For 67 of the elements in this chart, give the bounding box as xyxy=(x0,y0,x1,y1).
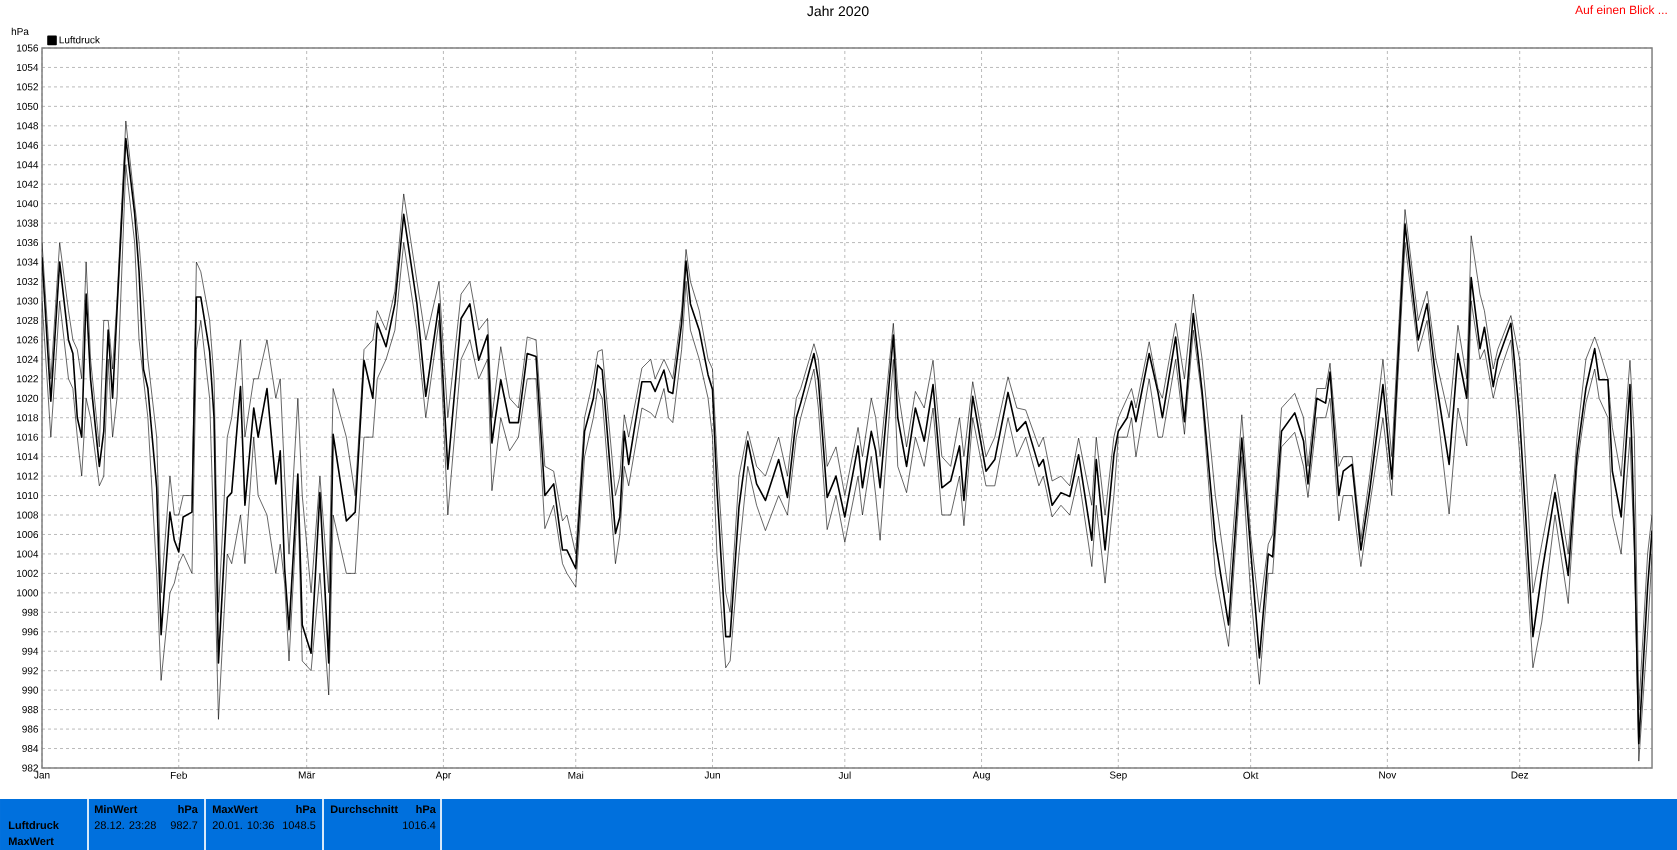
y-tick-label: 998 xyxy=(22,608,39,616)
y-tick-label: 994 xyxy=(22,647,39,655)
x-tick-label: Jul xyxy=(838,771,851,779)
text: MaxWert xyxy=(212,805,258,814)
y-tick-label: 1024 xyxy=(17,355,39,363)
y-tick-label: 1014 xyxy=(17,453,39,461)
y-tick-label: 1052 xyxy=(17,83,38,91)
x-tick-label: Nov xyxy=(1379,771,1397,779)
chart-title: Jahr 2020 xyxy=(807,5,869,17)
y-tick-label: 996 xyxy=(22,628,39,636)
text: Durchschnitt xyxy=(330,805,398,814)
y-tick-label: 1056 xyxy=(17,44,39,52)
text: hPa xyxy=(178,805,198,814)
text: Luftdruck xyxy=(8,821,59,830)
x-tick-label: Jun xyxy=(704,771,720,779)
y-tick-label: 1026 xyxy=(17,336,39,344)
x-tick-label: Jan xyxy=(34,771,50,779)
y-tick-label: 1046 xyxy=(17,141,39,149)
x-tick-label: Apr xyxy=(435,771,452,781)
y-axis-title: hPa xyxy=(11,27,29,36)
y-tick-label: 990 xyxy=(22,686,39,694)
y-tick-label: 1022 xyxy=(17,375,38,383)
x-tick-label: Sep xyxy=(1109,771,1127,781)
text: hPa xyxy=(416,805,436,814)
y-tick-label: 1042 xyxy=(17,180,38,188)
legend-label: Luftdruck xyxy=(59,36,100,44)
y-tick-label: 1000 xyxy=(17,589,39,597)
x-tick-label: Feb xyxy=(170,771,187,779)
text: 1016.4 xyxy=(403,821,436,830)
y-tick-label: 1028 xyxy=(17,316,39,324)
y-tick-label: 1006 xyxy=(17,530,39,539)
y-tick-label: 1010 xyxy=(17,492,39,500)
y-tick-label: 1012 xyxy=(17,472,38,480)
y-tick-label: 1030 xyxy=(17,297,39,305)
y-tick-label: 1020 xyxy=(17,394,39,402)
text: Auf einen Blick ... xyxy=(1575,5,1667,15)
y-tick-label: 1040 xyxy=(17,200,39,208)
x-tick-label: Mär xyxy=(298,771,316,779)
text: MaxWert xyxy=(8,837,54,846)
y-tick-label: 1038 xyxy=(17,219,39,227)
y-tick-label: 1032 xyxy=(17,277,38,286)
y-tick-label: 1050 xyxy=(17,102,39,110)
text: 28.12. 23:28 xyxy=(94,821,156,830)
y-tick-label: 982 xyxy=(22,764,38,772)
y-tick-label: 1034 xyxy=(17,258,39,266)
x-tick-label: Mai xyxy=(568,771,584,779)
text: 982.7 xyxy=(170,821,198,830)
text: 20.01. 10:36 xyxy=(212,821,274,830)
y-tick-label: 1048 xyxy=(17,122,39,130)
x-tick-label: Aug xyxy=(972,771,990,781)
y-tick-label: 984 xyxy=(22,744,39,753)
y-tick-label: 986 xyxy=(22,725,39,733)
y-tick-label: 988 xyxy=(22,706,39,714)
y-tick-label: 1002 xyxy=(17,569,38,577)
y-tick-label: 1018 xyxy=(17,414,39,422)
x-tick-label: Dez xyxy=(1511,771,1529,779)
y-tick-label: 992 xyxy=(22,667,38,675)
y-tick-label: 1008 xyxy=(17,511,39,519)
y-tick-label: 1036 xyxy=(17,239,39,247)
x-tick-label: Okt xyxy=(1243,771,1259,779)
y-tick-label: 1016 xyxy=(17,433,39,441)
y-tick-label: 1044 xyxy=(17,161,39,169)
text: MinWert xyxy=(94,805,138,814)
text: 1048.5 xyxy=(283,821,316,830)
text: hPa xyxy=(296,805,316,814)
y-tick-label: 1004 xyxy=(17,550,39,558)
y-tick-label: 1054 xyxy=(17,63,39,71)
